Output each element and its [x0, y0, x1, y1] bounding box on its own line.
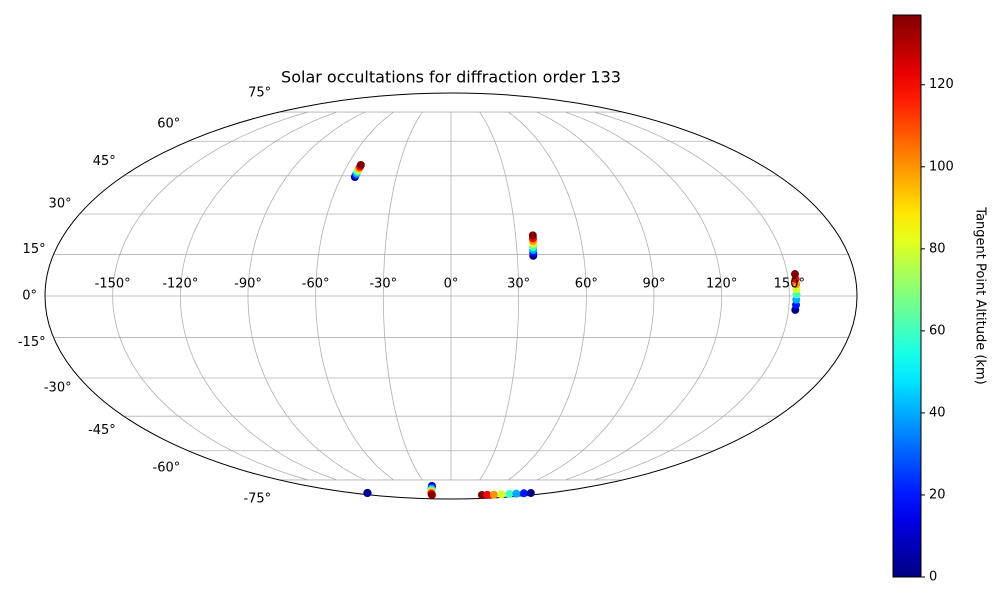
map-outline: [44, 92, 858, 500]
scatter-points: [350, 160, 801, 499]
occultation-point: [528, 231, 537, 240]
tick-labels: -150° -120° -90° -60° -30° 0° 30° 60° 90° 120° 150…: [18, 85, 805, 506]
colorbar-tick-label: 80: [929, 241, 946, 256]
colorbar-tick-label: 60: [929, 323, 946, 338]
y-tick-label: -60°: [153, 461, 181, 476]
x-tick-label: -120°: [162, 277, 198, 292]
x-tick-label: -90°: [234, 277, 262, 292]
colorbar-tick-label: 0: [929, 570, 937, 585]
occultation-point: [497, 490, 506, 499]
x-tick-label: -30°: [369, 277, 397, 292]
y-tick-label: 15°: [23, 242, 46, 257]
occultation-point: [526, 489, 535, 498]
colorbar-tick-label: 40: [929, 405, 946, 420]
colorbar-tick-label: 20: [929, 487, 946, 502]
y-tick-label: 75°: [248, 85, 271, 100]
colorbar-tick-label: 100: [929, 159, 954, 174]
occultation-point: [519, 489, 528, 498]
occultation-point: [512, 489, 521, 498]
y-tick-label: 45°: [93, 154, 116, 169]
occultation-point: [356, 160, 365, 169]
x-tick-label: 90°: [642, 277, 665, 292]
y-tick-label: -75°: [243, 492, 271, 507]
occultation-point: [483, 490, 492, 499]
x-tick-label: -150°: [95, 277, 131, 292]
x-tick-label: 60°: [575, 277, 598, 292]
x-tick-label: 150°: [774, 277, 805, 292]
x-tick-label: 0°: [444, 277, 459, 292]
y-tick-label: -15°: [18, 335, 46, 350]
y-tick-label: 60°: [157, 116, 180, 131]
x-tick-label: -60°: [302, 277, 330, 292]
chart-title: Solar occultations for diffraction order…: [281, 68, 621, 87]
occultation-point: [790, 270, 799, 279]
colorbar-tick-label: 120: [929, 77, 954, 92]
occultation-point: [427, 490, 436, 499]
occultation-point: [363, 488, 372, 497]
colorbar-label: Tangent Point Altitude (km): [973, 206, 988, 384]
y-tick-label: 0°: [22, 289, 37, 304]
occultation-point: [489, 490, 498, 499]
x-tick-label: 30°: [507, 277, 530, 292]
colorbar: [892, 14, 922, 578]
y-tick-label: -45°: [88, 423, 116, 438]
x-tick-label: 120°: [706, 277, 737, 292]
occultation-point: [505, 489, 514, 498]
grid: [44, 92, 858, 500]
y-tick-label: -30°: [44, 381, 72, 396]
y-tick-label: 30°: [49, 196, 72, 211]
